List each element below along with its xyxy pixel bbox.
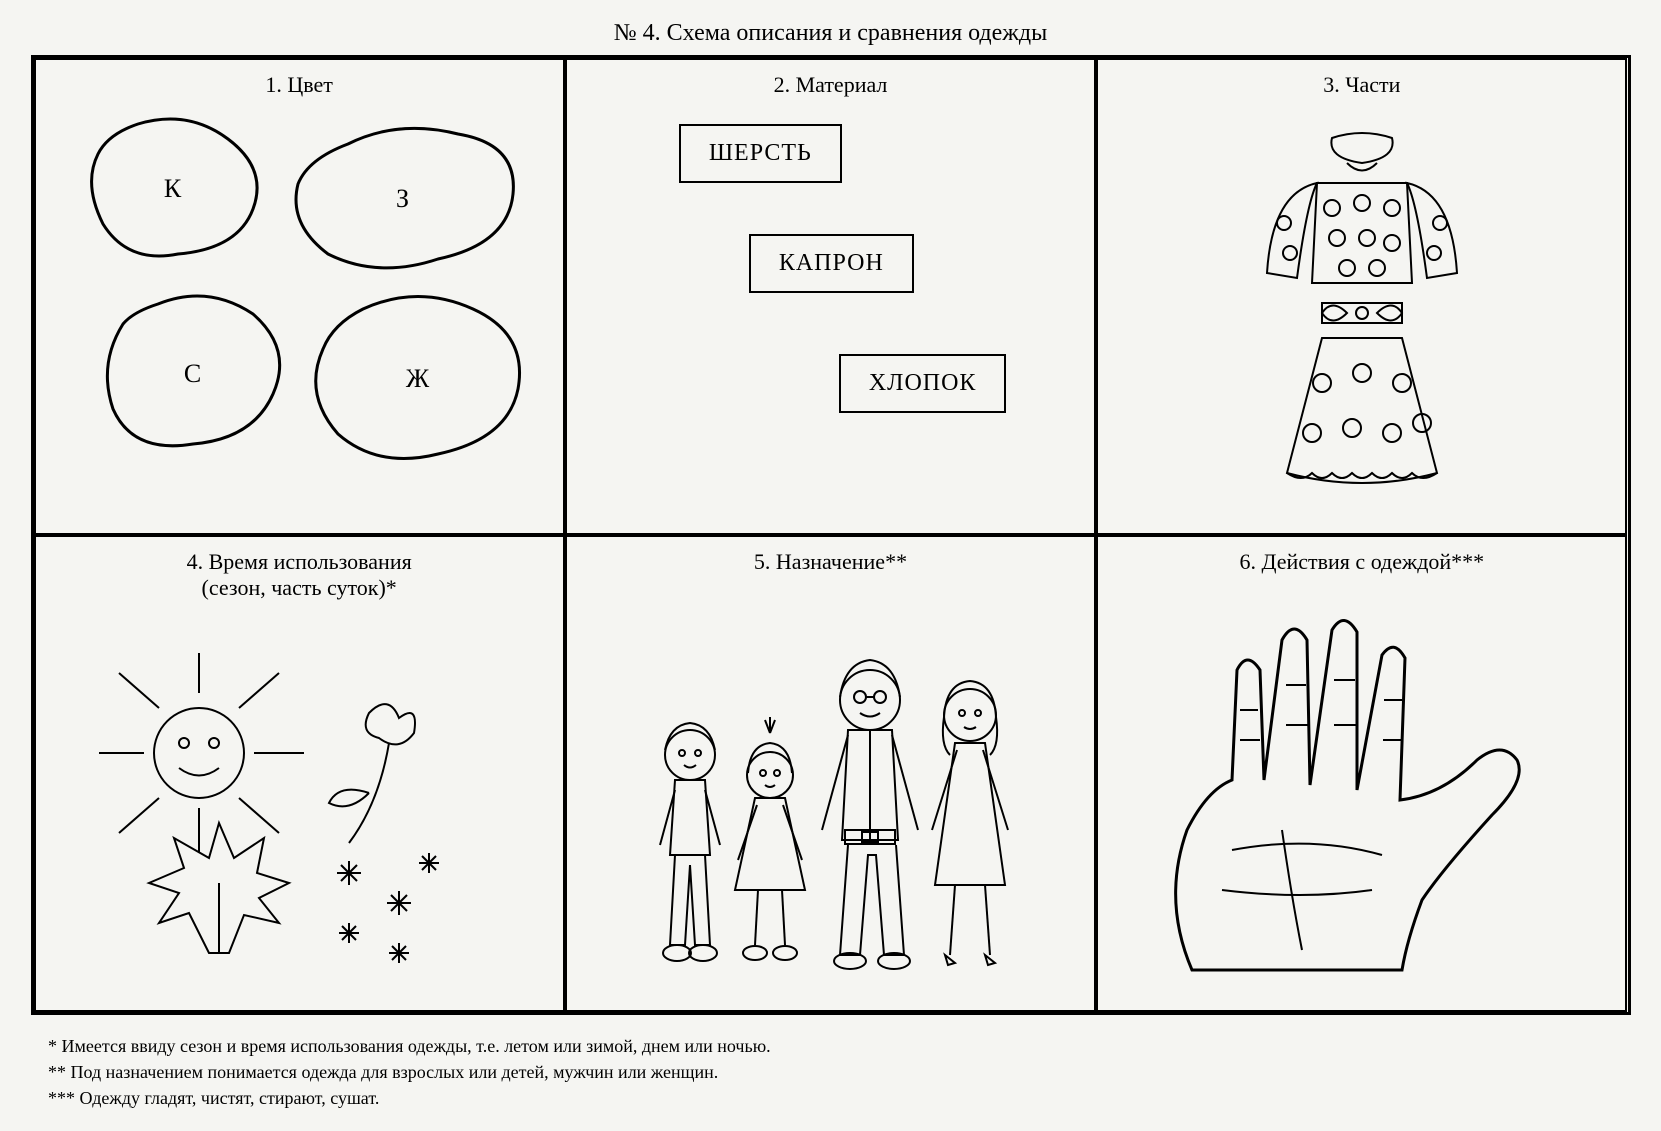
cell-color: 1. Цвет К З С Ж bbox=[34, 58, 565, 535]
cell-title-6: 6. Действия с одеждой*** bbox=[1239, 549, 1484, 575]
matbox-cotton: ХЛОПОК bbox=[839, 354, 1007, 413]
blob-zh: Ж bbox=[308, 294, 528, 464]
cell-title-4: 4. Время использования (сезон, часть сут… bbox=[187, 549, 412, 602]
color-blobs: К З С Ж bbox=[48, 104, 551, 521]
cell-title-3: 3. Части bbox=[1323, 72, 1400, 98]
hand-illustration bbox=[1132, 600, 1592, 980]
cell-material: 2. Материал ШЕРСТЬ КАПРОН ХЛОПОК bbox=[565, 58, 1096, 535]
footnotes: * Имеется ввиду сезон и время использова… bbox=[48, 1033, 1641, 1111]
blob-c: С bbox=[98, 294, 288, 454]
blob-z: З bbox=[288, 124, 518, 274]
cell-purpose: 5. Назначение** bbox=[565, 535, 1096, 1012]
blob-k: К bbox=[78, 114, 268, 264]
dress-parts-illustration bbox=[1212, 123, 1512, 503]
cell-time: 4. Время использования (сезон, часть сут… bbox=[34, 535, 565, 1012]
matbox-wool: ШЕРСТЬ bbox=[679, 124, 842, 183]
footnote-3: *** Одежду гладят, чистят, стирают, суша… bbox=[48, 1085, 1641, 1111]
season-illustration bbox=[89, 633, 509, 973]
footnote-2: ** Под назначением понимается одежда для… bbox=[48, 1059, 1641, 1085]
cell-title-5: 5. Назначение** bbox=[754, 549, 907, 575]
matbox-capron: КАПРОН bbox=[749, 234, 914, 293]
material-boxes: ШЕРСТЬ КАПРОН ХЛОПОК bbox=[579, 104, 1082, 521]
cell-actions: 6. Действия с одеждой*** bbox=[1096, 535, 1627, 1012]
cell-title-1: 1. Цвет bbox=[265, 72, 333, 98]
cell-parts: 3. Части bbox=[1096, 58, 1627, 535]
worksheet-grid: 1. Цвет К З С Ж bbox=[31, 55, 1631, 1015]
cell-title-2: 2. Материал bbox=[774, 72, 888, 98]
page-title: № 4. Схема описания и сравнения одежды bbox=[20, 20, 1641, 47]
family-illustration bbox=[610, 605, 1050, 975]
footnote-1: * Имеется ввиду сезон и время использова… bbox=[48, 1033, 1641, 1059]
